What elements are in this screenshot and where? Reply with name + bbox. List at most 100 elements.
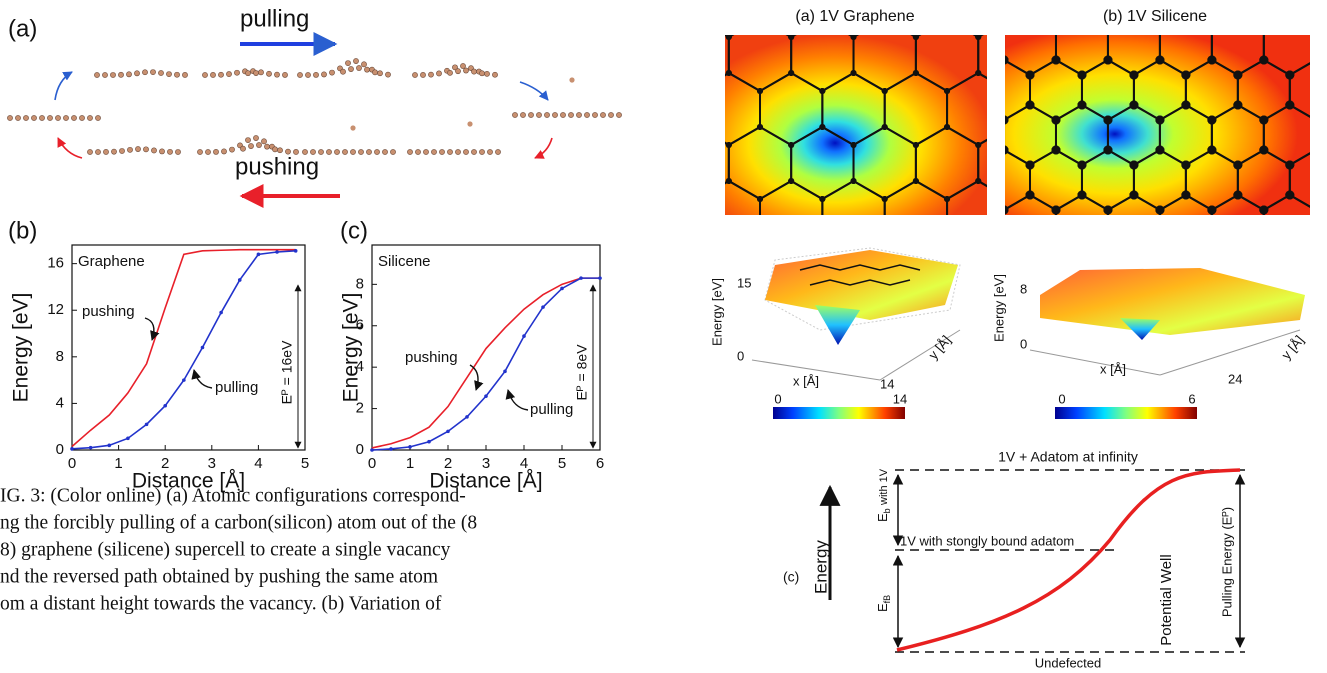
panel-label: (b) (8, 217, 37, 244)
point (293, 249, 298, 253)
lattice-atom (1311, 206, 1320, 215)
lattice-atom (726, 358, 732, 364)
lattice-atom (1131, 232, 1137, 238)
point (484, 394, 488, 398)
lattice-atom (695, 124, 701, 130)
point (389, 447, 393, 451)
atom (218, 71, 224, 78)
y-axis-label: Energy [eV] (10, 293, 33, 403)
point (219, 310, 223, 315)
lattice-atom (788, 142, 795, 148)
lattice-atom (757, 304, 763, 310)
atom (285, 148, 291, 155)
series-label: pulling (215, 379, 258, 396)
atom (142, 69, 148, 76)
x-tick-label: 2 (444, 455, 452, 472)
lattice-atom (788, 250, 794, 256)
lattice-atom (1077, 70, 1087, 80)
atom (374, 149, 380, 155)
lattice-atom (695, 196, 701, 202)
lattice-atom (1181, 160, 1191, 170)
lattice-atom (1100, 250, 1106, 256)
lattice-atom (1233, 11, 1242, 20)
atom (277, 147, 283, 154)
bond (978, 235, 1040, 307)
pushing-label: pushing (235, 153, 319, 180)
lattice-atom (1259, 26, 1268, 35)
atom (407, 149, 413, 155)
lattice-atom (1259, 145, 1269, 155)
atom (174, 71, 180, 78)
bond (972, 35, 984, 39)
atom (447, 69, 453, 76)
lattice-atom (695, 196, 701, 202)
lattice-atom (1311, 236, 1320, 245)
lattice-atom (1051, 26, 1060, 35)
bond (1238, 0, 1290, 30)
series-line (71, 248, 296, 448)
e-symbol: E (875, 603, 890, 612)
lattice-atom (1225, 250, 1231, 256)
lattice-atom (1100, 250, 1106, 256)
x-tick-label: 0 (368, 455, 376, 472)
atom (372, 69, 378, 76)
atom (495, 149, 501, 155)
atom (245, 70, 251, 77)
atom (313, 72, 319, 78)
lattice-atom (1311, 146, 1320, 155)
lattice-atom (1207, 26, 1216, 35)
bond (1290, 0, 1327, 30)
lattice-atom (974, 251, 983, 260)
atom (544, 112, 550, 118)
lattice-atom (1069, 340, 1075, 346)
bond (725, 35, 730, 77)
lattice-atom (1051, 26, 1060, 35)
colorbar-tick: 0 (774, 391, 781, 406)
lattice-atom (1077, 251, 1086, 260)
material-label: Silicene (378, 253, 431, 270)
atom (353, 58, 359, 64)
caption-line: ng the forcibly pulling of a carbon(sili… (0, 512, 477, 533)
x-tick-label: 5 (558, 455, 566, 472)
point (275, 250, 279, 254)
lattice-atom (819, 88, 826, 94)
lattice-atom (1051, 205, 1061, 215)
atom (95, 149, 101, 155)
atom (87, 115, 93, 121)
point (408, 445, 412, 449)
atom (221, 148, 227, 155)
atom (423, 149, 429, 155)
lattice-atom (1038, 250, 1044, 256)
lattice-atom (695, 232, 701, 238)
lattice (974, 0, 1327, 260)
lattice-atom (1005, 205, 1009, 215)
lattice-atom (1103, 236, 1112, 245)
lattice-atom (944, 16, 950, 22)
bond (1316, 15, 1327, 75)
lattice-atom (1155, 205, 1165, 215)
lattice-atom (944, 232, 950, 238)
map-title: (b) 1V Silicene (1103, 8, 1207, 25)
level-label: 1V + Adatom at infinity (998, 449, 1138, 465)
lattice-atom (1006, 232, 1012, 238)
atom (111, 148, 117, 155)
atom (31, 115, 37, 121)
point (126, 436, 130, 441)
atom (366, 149, 372, 155)
lattice-atom (1077, 100, 1087, 110)
lattice-atom (819, 232, 825, 238)
lattice-atom (1103, 115, 1113, 125)
point (598, 276, 602, 280)
energy-diagram (819, 468, 1246, 653)
lattice-atom (850, 70, 857, 76)
lattice-atom (1207, 236, 1216, 245)
e-subscript: b (882, 508, 892, 513)
lattice-atom (1077, 190, 1087, 200)
lattice-atom (1051, 55, 1061, 65)
cycle-arrow (54, 71, 73, 101)
atom (118, 71, 124, 78)
label-arrow (191, 369, 213, 389)
atom (479, 149, 485, 155)
well-label: Potential Well (1158, 554, 1175, 645)
